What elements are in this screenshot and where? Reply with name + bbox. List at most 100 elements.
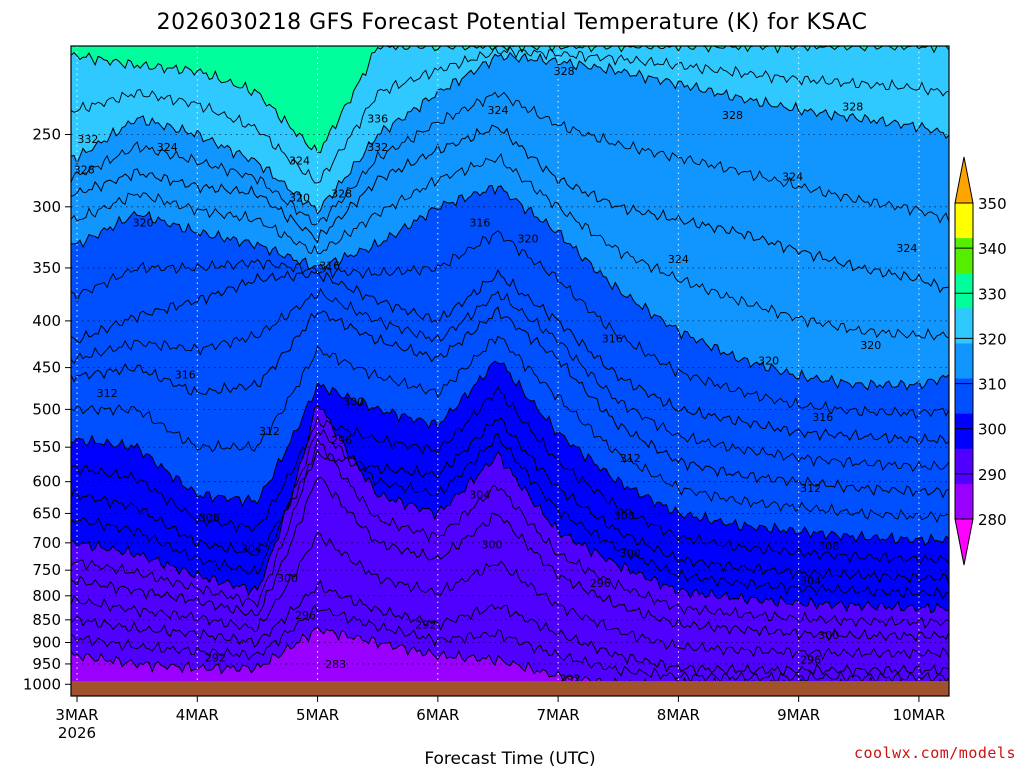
- plot-area: 332 328 324 320 312 316 312 308 304 300 296 292 324 3…: [71, 46, 949, 696]
- source-credit: coolwx.com/models: [854, 744, 1016, 762]
- y-tick-label: 750: [32, 561, 61, 579]
- isentrope-328: [71, 51, 949, 215]
- colorbar-label: 300: [978, 421, 1007, 439]
- x-tick-label: 6MAR: [416, 706, 459, 724]
- contour-label: 312: [259, 425, 280, 438]
- y-tick-label: 800: [32, 587, 61, 605]
- contour-label: 296: [800, 654, 821, 667]
- contour-label: 332: [77, 133, 98, 146]
- y-tick-label: 650: [32, 504, 61, 522]
- isentrope-314: [71, 287, 949, 473]
- theta-band-288: [71, 627, 949, 696]
- y-tick-label: 350: [32, 259, 61, 277]
- ground-terrain: [71, 681, 949, 696]
- contour-label: 292: [415, 618, 436, 631]
- contour-label: 324: [157, 141, 178, 154]
- isentrope-lines: [71, 46, 949, 691]
- contour-label: 308: [614, 509, 635, 522]
- colorbar-swatch: [955, 448, 973, 485]
- isentrope-332: [71, 46, 949, 184]
- colorbar-swatch: [955, 483, 973, 520]
- isentrope-300: [71, 404, 949, 614]
- x-tick-year: 2026: [58, 724, 96, 742]
- y-tick-label: 1000: [23, 675, 61, 693]
- contour-label: 328: [331, 187, 352, 200]
- x-tick-label: 9MAR: [777, 706, 820, 724]
- isentrope-302: [71, 428, 949, 600]
- y-tick-label: 400: [32, 312, 61, 330]
- contour-label: 300: [277, 572, 298, 585]
- contour-label: 296: [590, 577, 611, 590]
- colorbar-label: 310: [978, 376, 1007, 394]
- colorbar-label: 350: [978, 195, 1007, 213]
- contour-label: 312: [620, 452, 641, 465]
- contour-label: 283: [325, 658, 346, 671]
- colorbar-label: 340: [978, 240, 1007, 258]
- colorbar-swatch: [955, 238, 973, 274]
- colorbar-max-arrow: [954, 156, 974, 204]
- x-tick-label: 5MAR: [296, 706, 339, 724]
- colorbar-swatch: [955, 308, 973, 344]
- contour-label: 296: [331, 434, 352, 447]
- x-tick-label: 8MAR: [657, 706, 700, 724]
- contour-label: 324: [487, 104, 508, 117]
- contour-label: 336: [367, 112, 388, 125]
- x-tick-label: 10MAR: [893, 706, 946, 724]
- colorbar-label: 330: [978, 285, 1007, 303]
- y-tick-label: 600: [32, 473, 61, 491]
- isentrope-318: [71, 230, 949, 420]
- contour-label: 304: [241, 542, 262, 555]
- colorbar-label: 320: [978, 330, 1007, 348]
- x-tick-label: 4MAR: [176, 706, 219, 724]
- contour-label: 292: [205, 652, 226, 665]
- isentrope-304: [71, 417, 949, 585]
- contour-label: 320: [518, 233, 539, 246]
- contour-label: 312: [97, 387, 118, 400]
- contour-label: 324: [289, 155, 310, 168]
- colorbar-swatch: [955, 273, 973, 309]
- contour-label: 316: [469, 216, 490, 229]
- y-tick-label: 500: [32, 400, 61, 418]
- contour-label: 328: [842, 101, 863, 114]
- y-tick-label: 250: [32, 125, 61, 143]
- isentrope-316: [71, 268, 949, 445]
- isentrope-298: [71, 438, 949, 629]
- isentrope-310: [71, 335, 949, 523]
- x-tick-label: 3MAR: [55, 706, 98, 724]
- contour-label: 324: [668, 253, 689, 266]
- colorbar-label: 280: [978, 511, 1007, 529]
- contour-label: 316: [602, 332, 623, 345]
- y-tick-label: 950: [32, 655, 61, 673]
- y-tick-label: 850: [32, 611, 61, 629]
- contour-label: 308: [199, 512, 220, 525]
- x-axis-label: Forecast Time (UTC): [424, 749, 595, 768]
- colorbar-swatch: [955, 203, 973, 239]
- contour-label: 328: [554, 65, 575, 78]
- contour-label: 296: [295, 609, 316, 622]
- isentrope-306: [71, 385, 949, 567]
- contour-label: 328: [74, 163, 95, 176]
- isentrope-290: [71, 603, 949, 684]
- contour-label: 320: [133, 216, 154, 229]
- contour-label: 316: [812, 411, 833, 424]
- contour-label: 300: [620, 547, 641, 560]
- x-tick-label: 7MAR: [537, 706, 580, 724]
- plot-frame: [70, 45, 950, 697]
- colorbar-swatch: [955, 413, 973, 450]
- contour-label: 300: [818, 629, 839, 642]
- isentrope-308: [71, 360, 949, 546]
- contour-label: 320: [289, 191, 310, 204]
- isentrope-322: [71, 153, 949, 341]
- colorbar-swatch: [955, 378, 973, 415]
- contour-label: 304: [800, 575, 821, 588]
- contour-label: 320: [860, 339, 881, 352]
- isentrope-320: [71, 184, 949, 391]
- chart-title: 2026030218 GFS Forecast Potential Temper…: [157, 10, 868, 35]
- contour-label: 316: [319, 260, 340, 273]
- isentrope-296: [71, 476, 949, 643]
- isentrope-324: [71, 124, 949, 294]
- contour-label: 312: [800, 482, 821, 495]
- isentrope-294: [71, 531, 949, 661]
- y-tick-label: 300: [32, 198, 61, 216]
